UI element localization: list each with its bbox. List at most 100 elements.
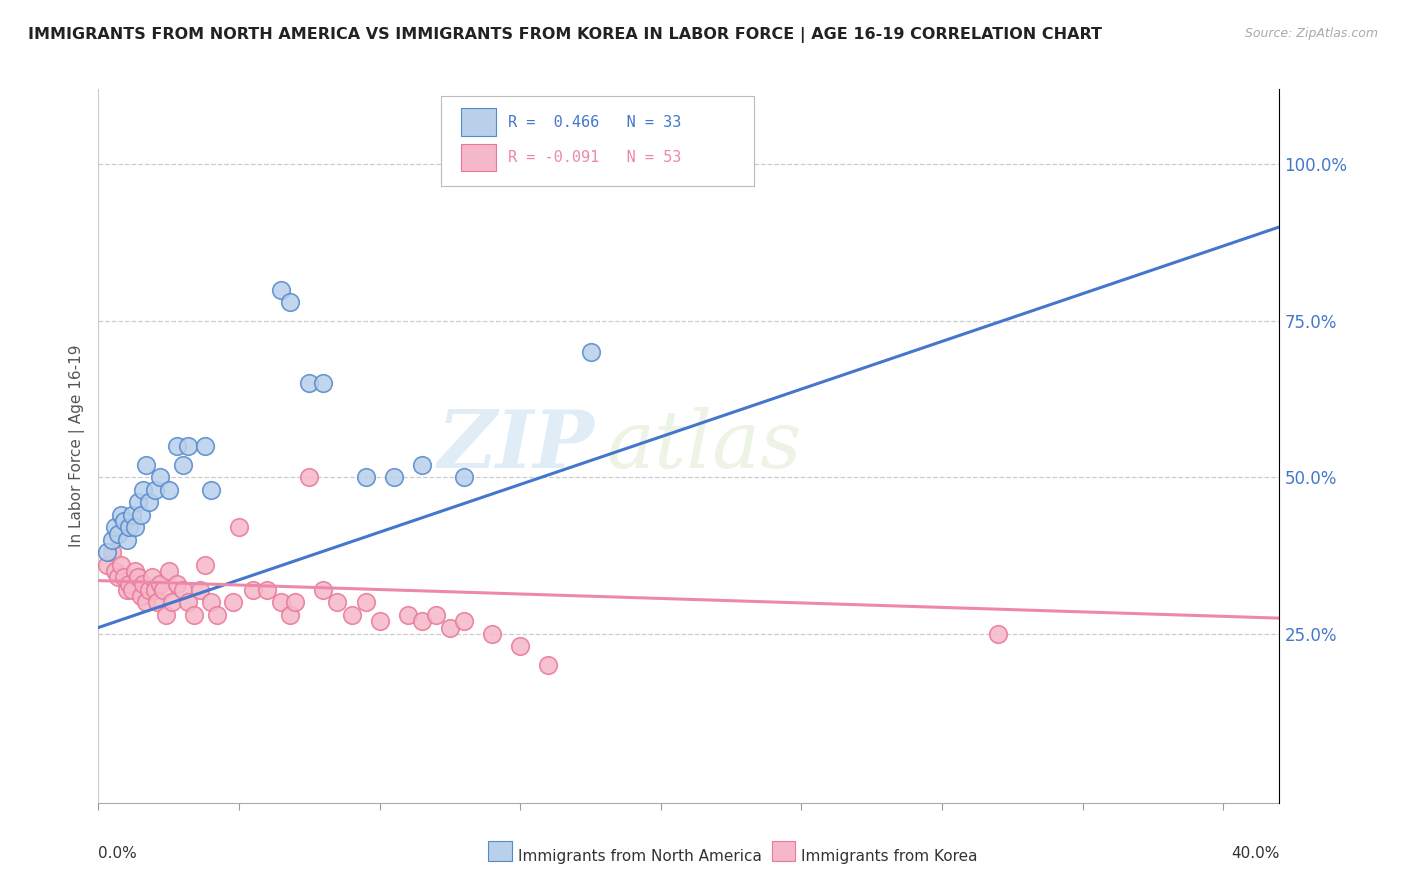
Point bbox=[124, 520, 146, 534]
Point bbox=[138, 495, 160, 509]
Text: Immigrants from North America: Immigrants from North America bbox=[517, 849, 762, 864]
Point bbox=[96, 545, 118, 559]
Point bbox=[110, 508, 132, 522]
Text: R =  0.466   N = 33: R = 0.466 N = 33 bbox=[508, 114, 682, 129]
Point bbox=[579, 345, 602, 359]
Point bbox=[177, 595, 200, 609]
Point bbox=[115, 533, 138, 547]
Point bbox=[312, 582, 335, 597]
Point bbox=[143, 483, 166, 497]
Point bbox=[222, 595, 245, 609]
Point bbox=[157, 483, 180, 497]
Point bbox=[194, 558, 217, 572]
Point bbox=[200, 595, 222, 609]
Point bbox=[453, 614, 475, 628]
Point bbox=[312, 376, 335, 391]
Text: ZIP: ZIP bbox=[437, 408, 595, 484]
Point bbox=[298, 470, 321, 484]
Point bbox=[129, 589, 152, 603]
Point bbox=[354, 595, 377, 609]
Text: 40.0%: 40.0% bbox=[1232, 846, 1279, 861]
Point bbox=[509, 640, 531, 654]
Text: Source: ZipAtlas.com: Source: ZipAtlas.com bbox=[1244, 27, 1378, 40]
Point bbox=[453, 470, 475, 484]
Point bbox=[112, 514, 135, 528]
Point bbox=[256, 582, 278, 597]
Point bbox=[987, 627, 1010, 641]
Point bbox=[382, 470, 405, 484]
Point bbox=[537, 658, 560, 673]
Point bbox=[200, 483, 222, 497]
Point bbox=[152, 582, 174, 597]
Point bbox=[354, 470, 377, 484]
Point bbox=[132, 576, 155, 591]
Point bbox=[135, 595, 157, 609]
Point bbox=[101, 533, 124, 547]
Point bbox=[115, 582, 138, 597]
Point bbox=[121, 508, 143, 522]
Text: Immigrants from Korea: Immigrants from Korea bbox=[801, 849, 977, 864]
Point bbox=[368, 614, 391, 628]
Point bbox=[127, 570, 149, 584]
Point bbox=[110, 558, 132, 572]
Point bbox=[146, 595, 169, 609]
Point bbox=[228, 520, 250, 534]
Point bbox=[127, 495, 149, 509]
Point bbox=[205, 607, 228, 622]
Point bbox=[411, 458, 433, 472]
Point bbox=[284, 595, 307, 609]
Point bbox=[160, 595, 183, 609]
Point bbox=[141, 570, 163, 584]
Point bbox=[172, 582, 194, 597]
Point bbox=[188, 582, 211, 597]
Text: 0.0%: 0.0% bbox=[98, 846, 138, 861]
Point bbox=[242, 582, 264, 597]
Point bbox=[101, 545, 124, 559]
Point bbox=[107, 570, 129, 584]
Y-axis label: In Labor Force | Age 16-19: In Labor Force | Age 16-19 bbox=[69, 344, 86, 548]
Point bbox=[298, 376, 321, 391]
Point bbox=[172, 458, 194, 472]
Point bbox=[132, 483, 155, 497]
Point bbox=[481, 627, 503, 641]
FancyBboxPatch shape bbox=[441, 96, 754, 186]
Point bbox=[149, 470, 172, 484]
Point bbox=[177, 439, 200, 453]
Point bbox=[112, 570, 135, 584]
Point bbox=[340, 607, 363, 622]
Text: IMMIGRANTS FROM NORTH AMERICA VS IMMIGRANTS FROM KOREA IN LABOR FORCE | AGE 16-1: IMMIGRANTS FROM NORTH AMERICA VS IMMIGRA… bbox=[28, 27, 1102, 43]
Point bbox=[439, 621, 461, 635]
Point bbox=[107, 526, 129, 541]
Point bbox=[124, 564, 146, 578]
Point bbox=[104, 564, 127, 578]
Point bbox=[135, 458, 157, 472]
Point bbox=[138, 582, 160, 597]
Point bbox=[411, 614, 433, 628]
Bar bbox=[772, 841, 796, 862]
Bar bbox=[488, 841, 512, 862]
Point bbox=[96, 558, 118, 572]
Point bbox=[149, 576, 172, 591]
Point bbox=[155, 607, 177, 622]
Point bbox=[143, 582, 166, 597]
Point bbox=[166, 439, 188, 453]
Point bbox=[129, 508, 152, 522]
Point bbox=[278, 295, 301, 310]
Text: atlas: atlas bbox=[606, 408, 801, 484]
Point bbox=[425, 607, 447, 622]
Point bbox=[104, 520, 127, 534]
Point bbox=[118, 520, 141, 534]
Point bbox=[396, 607, 419, 622]
Text: R = -0.091   N = 53: R = -0.091 N = 53 bbox=[508, 150, 682, 165]
Point bbox=[121, 582, 143, 597]
Bar bbox=[461, 109, 496, 136]
Point bbox=[166, 576, 188, 591]
Point bbox=[270, 283, 292, 297]
Point bbox=[278, 607, 301, 622]
Point bbox=[157, 564, 180, 578]
Point bbox=[326, 595, 349, 609]
Point bbox=[270, 595, 292, 609]
Point bbox=[118, 576, 141, 591]
Point bbox=[183, 607, 205, 622]
Point bbox=[194, 439, 217, 453]
